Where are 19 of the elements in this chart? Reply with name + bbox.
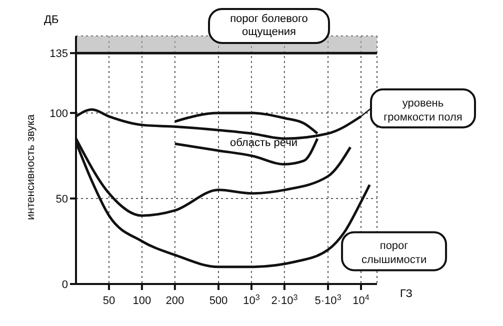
annotation: область речи	[230, 137, 298, 149]
x-tick-label: 10$^{4}$	[352, 292, 370, 307]
x-tick-label: 100	[132, 295, 152, 307]
ref-line-label: порог болевого ощущения	[229, 13, 309, 39]
x-tick-label: 10$^{3}$	[243, 292, 260, 307]
annotation: уровень громкости поля	[384, 97, 462, 124]
annotation: порог слышимости	[361, 240, 427, 266]
x-tick-label: 200	[166, 295, 184, 307]
x-tick-label: 500	[209, 295, 228, 307]
x-tick-label: 50	[102, 295, 116, 307]
text: ДБ	[44, 14, 59, 26]
y-tick-label: 0	[62, 279, 68, 291]
x-tick-label: 5·10$^{3}$	[314, 292, 342, 307]
x-tick-label: 2·10$^{3}$	[271, 292, 298, 307]
y-tick-label: 135	[50, 48, 68, 60]
x-axis-title: ГЗ	[400, 288, 412, 300]
y-tick-label: 50	[56, 193, 68, 206]
y-axis-title: интенсивность звука	[24, 113, 37, 220]
y-tick-label: 100	[50, 108, 68, 120]
